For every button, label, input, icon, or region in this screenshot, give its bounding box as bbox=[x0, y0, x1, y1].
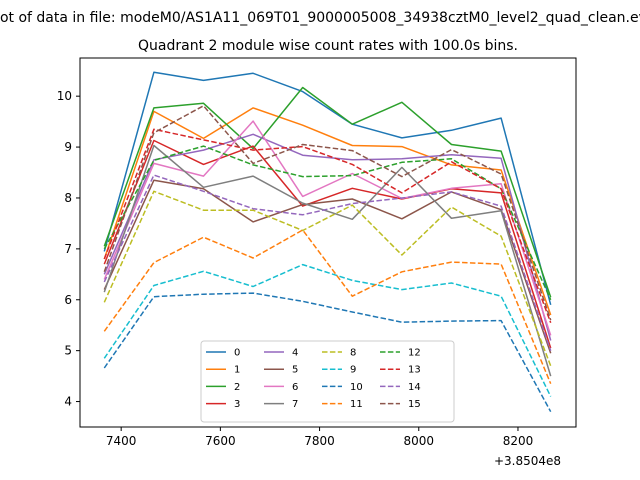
series-line-11 bbox=[103, 229, 552, 384]
chart-title: Quadrant 2 module wise count rates with … bbox=[138, 38, 518, 54]
legend-label-11: 11 bbox=[350, 399, 363, 410]
y-tick-label: 9 bbox=[64, 140, 72, 154]
x-tick-label: 7800 bbox=[304, 434, 335, 448]
series-line-13 bbox=[103, 128, 552, 323]
series-line-9 bbox=[103, 263, 552, 397]
legend-label-2: 2 bbox=[234, 382, 240, 393]
plot-area-frame bbox=[79, 57, 577, 428]
series-line-15 bbox=[103, 105, 552, 321]
series-line-1 bbox=[103, 107, 552, 316]
legend-label-4: 4 bbox=[292, 348, 298, 359]
figure-suptitle: Plot of data in file: modeM0/AS1A11_069T… bbox=[0, 10, 640, 26]
series-line-6 bbox=[103, 120, 552, 336]
series-line-7 bbox=[103, 144, 552, 377]
series-layer bbox=[103, 71, 552, 413]
series-line-8 bbox=[103, 190, 552, 367]
x-axis: 7400 7600 7800 8000 8200 bbox=[106, 427, 533, 448]
legend-label-1: 1 bbox=[234, 365, 240, 376]
series-line-10 bbox=[103, 292, 552, 413]
series-line-0 bbox=[103, 71, 552, 305]
y-tick-label: 7 bbox=[64, 242, 72, 256]
series-line-3 bbox=[103, 139, 552, 349]
legend-label-10: 10 bbox=[350, 382, 363, 393]
legend-label-7: 7 bbox=[292, 399, 298, 410]
series-line-12 bbox=[103, 145, 552, 301]
legend-label-15: 15 bbox=[408, 399, 421, 410]
x-tick-label: 7400 bbox=[106, 434, 137, 448]
x-axis-offset-label: +3.8504e8 bbox=[494, 454, 561, 468]
legend-label-14: 14 bbox=[408, 382, 421, 393]
y-tick-label: 10 bbox=[57, 89, 72, 103]
y-tick-label: 5 bbox=[64, 344, 72, 358]
series-line-5 bbox=[103, 179, 552, 354]
legend-label-0: 0 bbox=[234, 348, 240, 359]
x-tick-label: 8200 bbox=[503, 434, 534, 448]
series-line-14 bbox=[103, 174, 552, 351]
legend-label-5: 5 bbox=[292, 365, 298, 376]
legend-box bbox=[200, 340, 455, 423]
series-line-2 bbox=[103, 86, 552, 298]
y-tick-label: 6 bbox=[64, 293, 72, 307]
y-tick-label: 8 bbox=[64, 191, 72, 205]
x-tick-label: 7600 bbox=[205, 434, 236, 448]
y-axis: 4 5 6 7 8 9 10 bbox=[57, 89, 80, 409]
legend-label-9: 9 bbox=[350, 365, 356, 376]
legend-label-6: 6 bbox=[292, 382, 298, 393]
x-tick-label: 8000 bbox=[403, 434, 434, 448]
legend-label-12: 12 bbox=[408, 348, 421, 359]
y-tick-label: 4 bbox=[64, 395, 72, 409]
legend-label-13: 13 bbox=[408, 365, 421, 376]
legend-label-8: 8 bbox=[350, 348, 356, 359]
series-line-4 bbox=[103, 133, 552, 341]
legend-label-3: 3 bbox=[234, 399, 240, 410]
